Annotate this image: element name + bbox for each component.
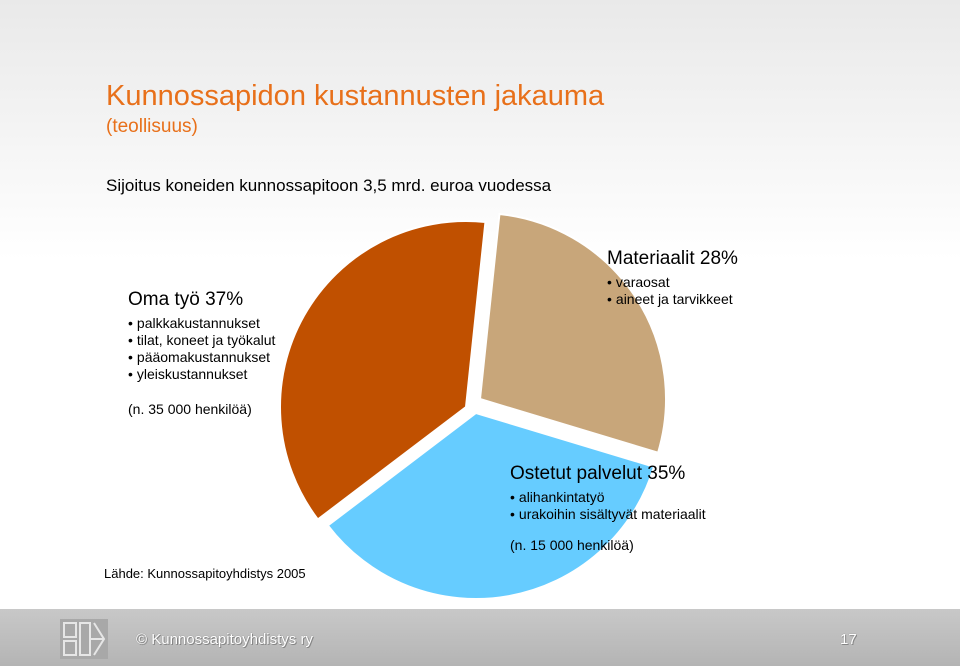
- legend-own-work-item: palkkakustannukset: [128, 315, 275, 332]
- legend-own-work-item: yleiskustannukset: [128, 366, 275, 383]
- pie-slice-oma-ty-: [279, 220, 487, 521]
- legend-services-item: urakoihin sisältyvät materiaalit: [510, 506, 706, 523]
- legend-services-title: Ostetut palvelut 35%: [510, 463, 686, 484]
- legend-own-work: Oma työ 37% palkkakustannukset tilat, ko…: [128, 289, 275, 417]
- legend-services: Ostetut palvelut 35% alihankintatyö urak…: [510, 463, 706, 553]
- footer-bar: © Kunnossapitoyhdistys ry 17: [0, 609, 960, 666]
- legend-own-work-note: (n. 35 000 henkilöä): [128, 401, 252, 417]
- slide-headline: Sijoitus koneiden kunnossapitoon 3,5 mrd…: [106, 176, 552, 195]
- legend-materials-title: Materiaalit 28%: [607, 248, 738, 269]
- legend-own-work-item: tilat, koneet ja työkalut: [128, 332, 276, 349]
- slide-subtitle: (teollisuus): [106, 116, 198, 137]
- footer-copyright: © Kunnossapitoyhdistys ry: [136, 631, 313, 648]
- legend-own-work-item: pääomakustannukset: [128, 349, 275, 366]
- page-number: 17: [840, 631, 857, 648]
- legend-materials-item: varaosat: [607, 274, 738, 291]
- legend-materials: Materiaalit 28% varaosat aineet ja tarvi…: [607, 248, 738, 308]
- legend-services-note: (n. 15 000 henkilöä): [510, 537, 634, 553]
- legend-services-item: alihankintatyö: [510, 489, 706, 506]
- legend-own-work-title: Oma työ 37%: [128, 289, 244, 310]
- legend-materials-item: aineet ja tarvikkeet: [607, 291, 738, 308]
- logo-icon: [60, 619, 108, 659]
- slide-title: Kunnossapidon kustannusten jakauma: [106, 80, 605, 112]
- source-note: Lähde: Kunnossapitoyhdistys 2005: [104, 566, 306, 581]
